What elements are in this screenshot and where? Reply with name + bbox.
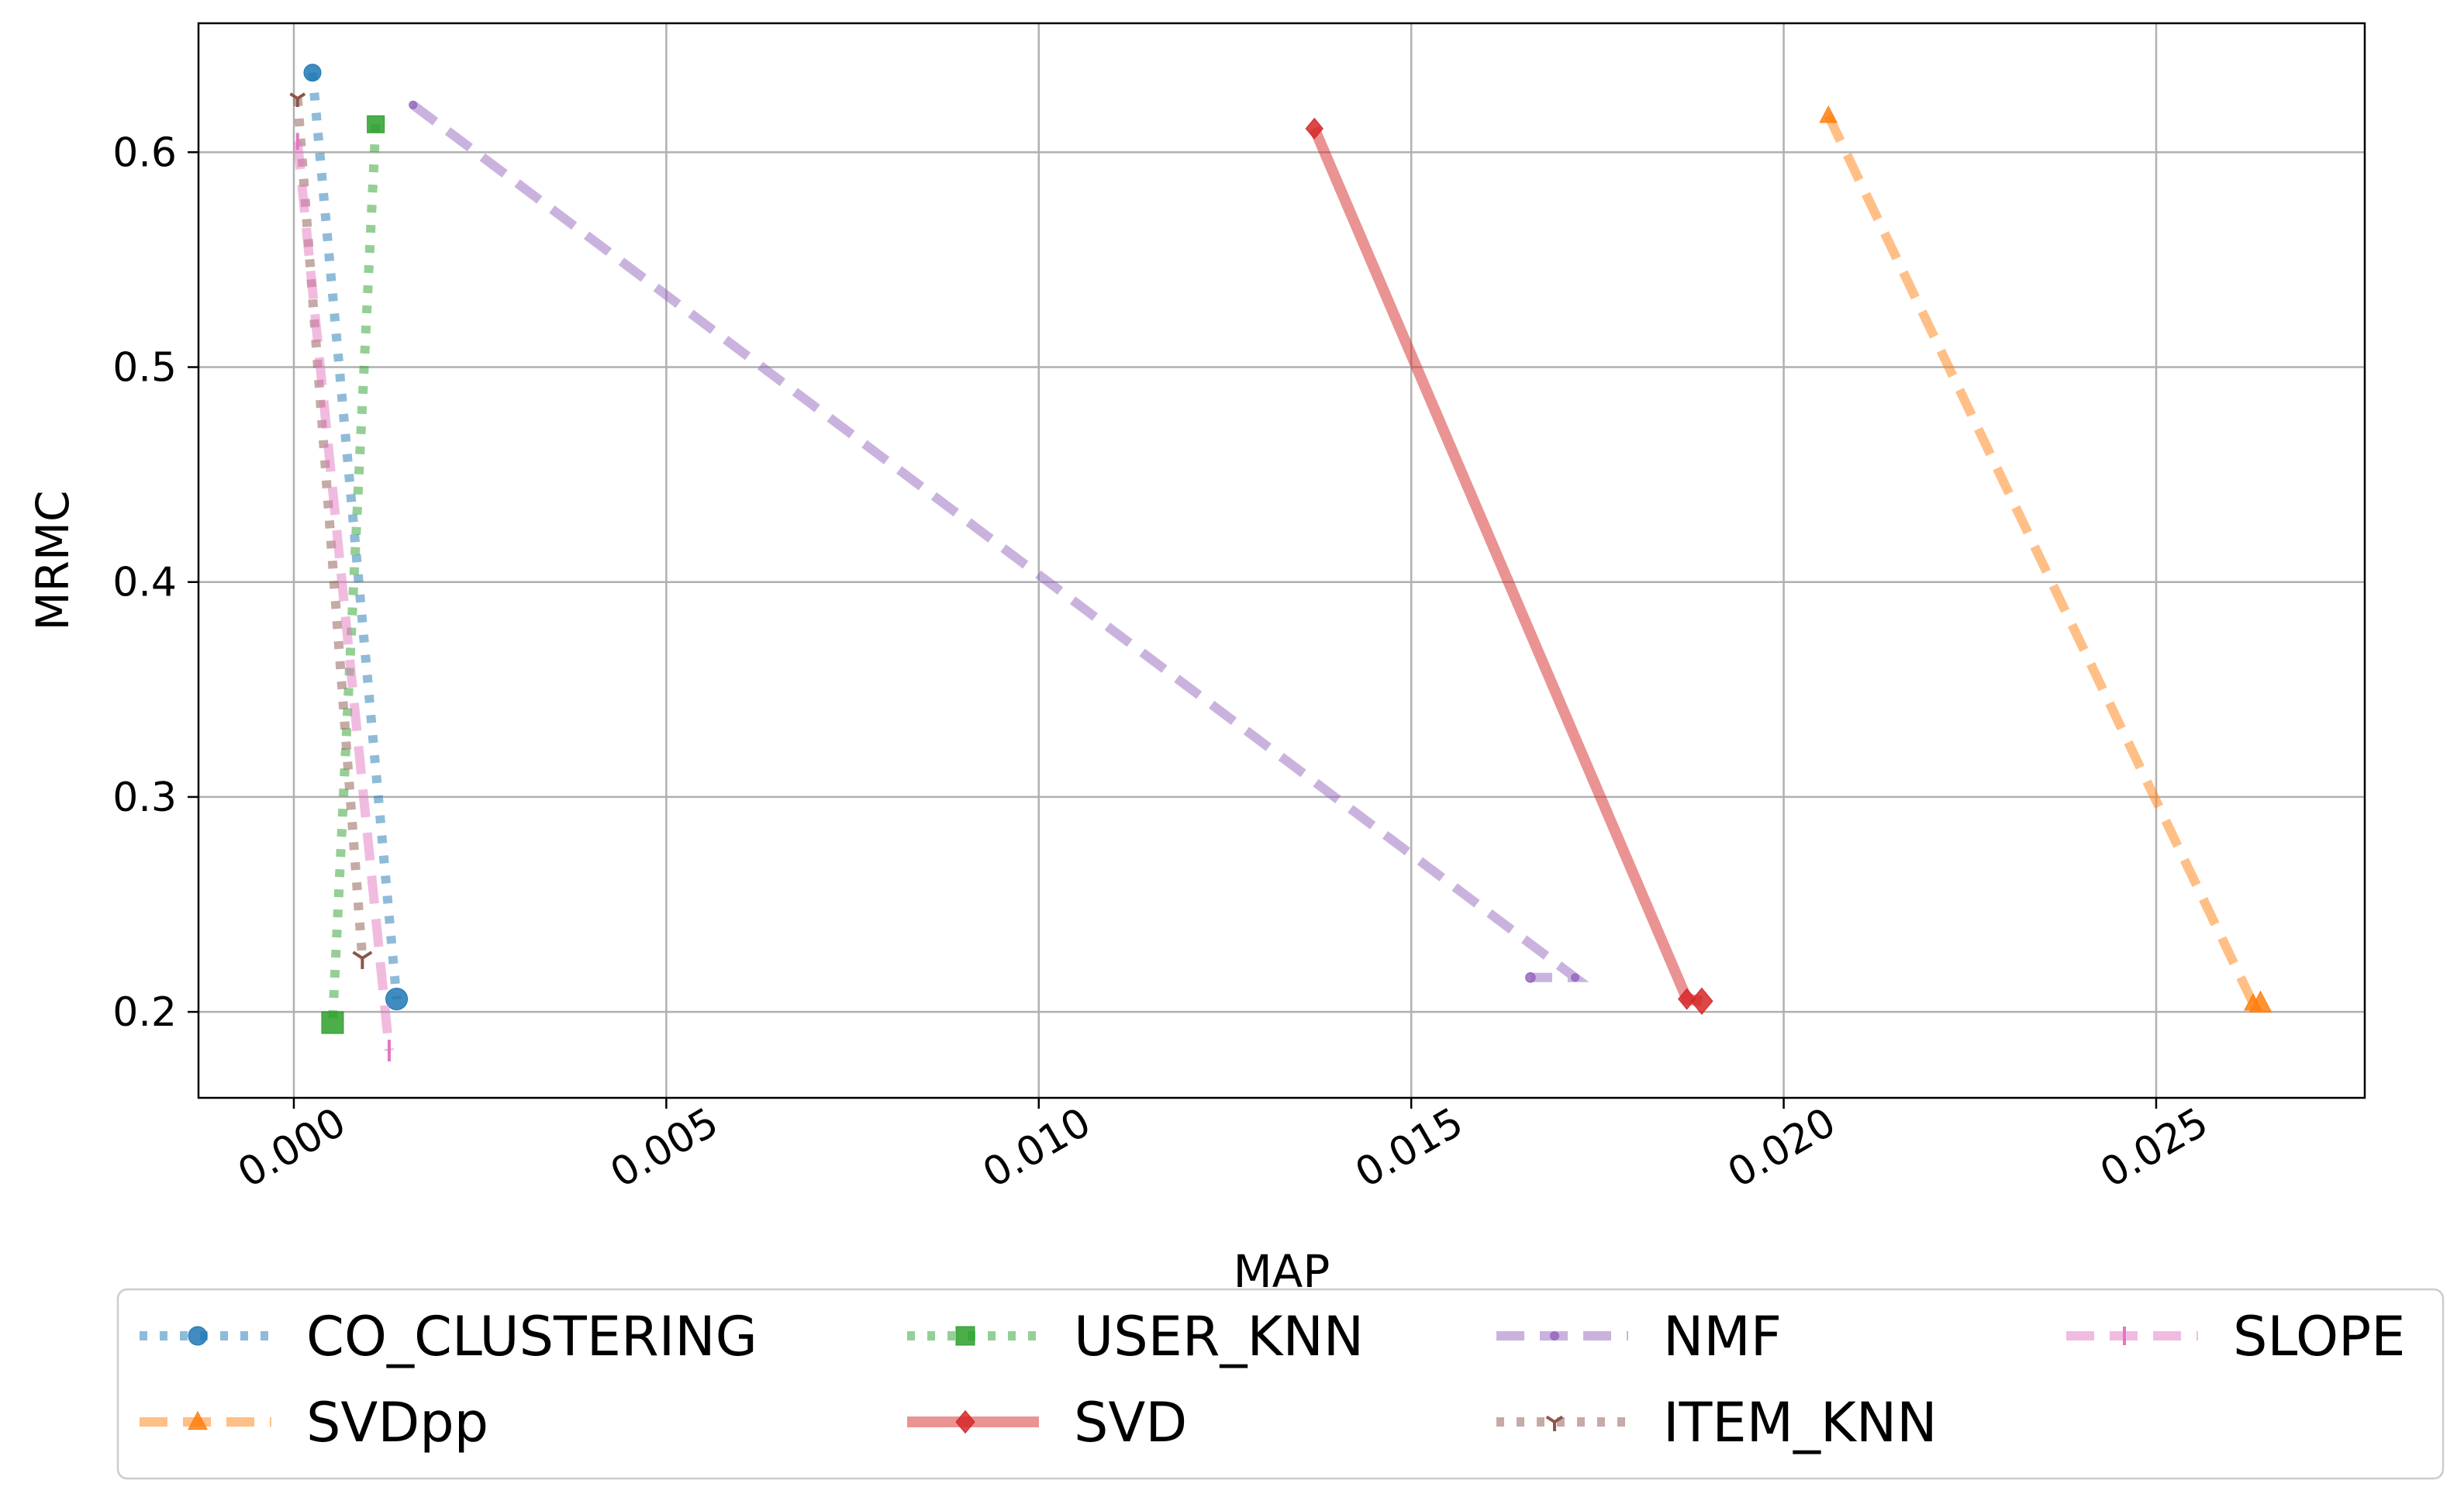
legend-marker [188, 1326, 208, 1346]
y-axis-label: MRMC [26, 491, 79, 631]
series-line [1309, 126, 1703, 1007]
legend-item-nmf: NMF [1496, 1305, 1782, 1368]
x-axis: 0.000 0.005 0.010 0.015 0.020 0.025 [230, 1098, 2216, 1197]
legend-frame [116, 1288, 2445, 1480]
data-point [409, 100, 418, 109]
legend-item-svd: SVD [907, 1391, 1187, 1454]
plot-frame [197, 22, 2366, 1099]
data-point [1690, 987, 1713, 1015]
data-point [1819, 105, 1838, 123]
series-line [308, 72, 402, 1000]
legend-label: USER_KNN [1074, 1305, 1364, 1368]
series-slope [292, 133, 394, 1062]
x-tick-label: 0.005 [603, 1099, 726, 1197]
data-point [352, 951, 373, 969]
legend-marker [955, 1326, 975, 1346]
y-tick-label: 0.5 [112, 345, 177, 392]
series-line [292, 140, 394, 1051]
y-axis: 0.2 0.3 0.4 0.5 0.6 [112, 129, 198, 1036]
y-tick-label: 0.2 [112, 989, 177, 1036]
data-point [385, 987, 409, 1010]
legend-marker [955, 1410, 975, 1434]
legend-item-co-clustering: CO_CLUSTERING [140, 1305, 757, 1368]
data-point [1305, 117, 1323, 140]
legend-label: SLOPE [2233, 1305, 2405, 1368]
legend-marker [188, 1410, 208, 1430]
series-svd [1305, 117, 1713, 1015]
y-tick-label: 0.4 [112, 560, 177, 606]
data-point [1678, 988, 1696, 1010]
data-point [289, 92, 306, 108]
series-line [1824, 113, 2261, 1009]
data-point [2248, 990, 2272, 1013]
y-tick-label: 0.3 [112, 775, 177, 821]
legend-label: SVDpp [306, 1391, 488, 1454]
data-point [1525, 971, 1536, 983]
legend-label: ITEM_KNN [1663, 1391, 1938, 1454]
legend: CO_CLUSTERING SVDpp USER_KNN SVD NMF ITEM_KNN… [116, 1288, 2445, 1480]
series-line [410, 101, 1589, 982]
x-tick-label: 0.010 [975, 1099, 1099, 1197]
legend-item-svdpp: SVDpp [140, 1391, 488, 1454]
x-tick-label: 0.025 [2093, 1099, 2216, 1197]
series-line [327, 123, 381, 1023]
series-nmf [409, 100, 1589, 983]
x-tick-label: 0.020 [1720, 1099, 1844, 1197]
data-point [303, 64, 322, 82]
legend-item-user-knn: USER_KNN [907, 1305, 1364, 1368]
legend-marker [1550, 1331, 1559, 1341]
series-layer [289, 64, 2272, 1062]
x-tick-label: 0.015 [1348, 1099, 1471, 1197]
series-co-clustering [303, 64, 409, 1010]
grid [198, 23, 2365, 1098]
legend-item-item-knn: ITEM_KNN [1496, 1391, 1938, 1454]
x-tick-label: 0.000 [230, 1099, 354, 1197]
legend-label: NMF [1663, 1305, 1782, 1368]
y-tick-label: 0.6 [112, 129, 177, 176]
legend-label: SVD [1074, 1391, 1187, 1454]
legend-label: CO_CLUSTERING [306, 1305, 757, 1368]
legend-marker [1545, 1415, 1564, 1431]
series-svdpp [1819, 105, 2272, 1013]
data-point [367, 115, 385, 133]
data-point [1571, 973, 1580, 982]
series-user-knn [321, 115, 385, 1034]
legend-item-slope: SLOPE [2066, 1305, 2405, 1368]
data-point [321, 1011, 344, 1034]
